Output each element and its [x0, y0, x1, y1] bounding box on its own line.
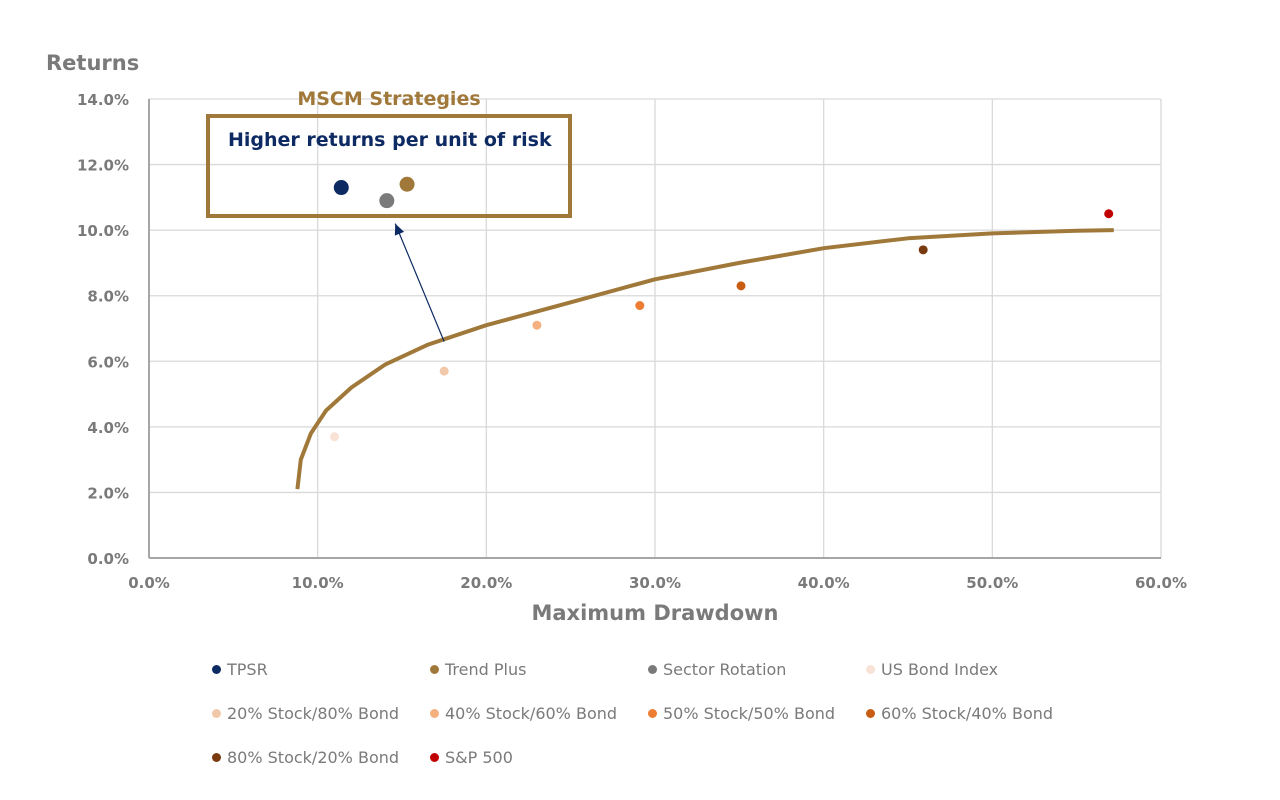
x-tick-label: 50.0%	[966, 574, 1018, 592]
legend-label: TPSR	[227, 660, 268, 679]
legend-item-60-stock-40-bond: 60% Stock/40% Bond	[866, 704, 1053, 723]
y-tick-label: 14.0%	[77, 91, 129, 109]
x-tick-label: 30.0%	[629, 574, 681, 592]
point-us-bond-index	[330, 432, 340, 442]
legend-marker	[212, 665, 221, 674]
legend-label: 50% Stock/50% Bond	[663, 704, 836, 723]
legend-label: 80% Stock/20% Bond	[227, 748, 400, 767]
y-tick-label: 6.0%	[87, 353, 129, 371]
legend-marker	[430, 665, 439, 674]
point-50-stock-50-bond	[635, 301, 645, 311]
x-tick-label: 0.0%	[128, 574, 170, 592]
y-tick-label: 10.0%	[77, 222, 129, 240]
legend-label: Trend Plus	[445, 660, 527, 679]
y-tick-label: 2.0%	[87, 484, 129, 502]
legend-marker	[212, 709, 221, 718]
y-tick-label: 8.0%	[87, 288, 129, 306]
x-tick-label: 40.0%	[798, 574, 850, 592]
x-tick-label: 10.0%	[292, 574, 344, 592]
legend-label: 20% Stock/80% Bond	[227, 704, 400, 723]
grid-lines	[149, 98, 1162, 558]
y-tick-label: 4.0%	[87, 419, 129, 437]
point-60-stock-40-bond	[736, 281, 746, 291]
legend-item-us-bond-index: US Bond Index	[866, 660, 998, 679]
legend-item-sector-rotation: Sector Rotation	[648, 660, 786, 679]
point-40-stock-60-bond	[532, 320, 542, 330]
point-tpsr	[333, 180, 349, 196]
point-80-stock-20-bond	[918, 245, 928, 255]
strategies-box-caption: Higher returns per unit of risk	[228, 129, 552, 151]
y-axis-title: Returns	[46, 51, 139, 75]
legend-marker	[866, 665, 875, 674]
legend-item-tpsr: TPSR	[212, 660, 268, 679]
annotation-layer: MSCM Strategies Higher returns per unit o…	[206, 88, 572, 342]
point-20-stock-80-bond	[439, 366, 449, 376]
legend-label: 60% Stock/40% Bond	[881, 704, 1054, 723]
strategies-box	[206, 114, 572, 218]
frontier-curve	[295, 228, 1114, 490]
legend-item-s-p-500: S&P 500	[430, 748, 513, 767]
legend-label: Sector Rotation	[663, 660, 787, 679]
legend-item-80-stock-20-bond: 80% Stock/20% Bond	[212, 748, 399, 767]
legend-label: 40% Stock/60% Bond	[445, 704, 618, 723]
point-sector-rotation	[379, 193, 395, 209]
annotation-arrow-line	[394, 223, 445, 342]
data-points	[330, 176, 1114, 442]
y-tick-label: 0.0%	[87, 550, 129, 568]
legend-marker	[430, 753, 439, 762]
legend-label: US Bond Index	[881, 660, 999, 679]
y-tick-label: 12.0%	[77, 157, 129, 175]
legend-item-40-stock-60-bond: 40% Stock/60% Bond	[430, 704, 617, 723]
x-axis-title: Maximum Drawdown	[531, 601, 778, 625]
point-trend-plus	[399, 176, 415, 192]
legend-item-50-stock-50-bond: 50% Stock/50% Bond	[648, 704, 835, 723]
legend-label: S&P 500	[445, 748, 513, 767]
legend-marker	[430, 709, 439, 718]
x-tick-label: 60.0%	[1135, 574, 1187, 592]
legend-marker	[648, 665, 657, 674]
frontier-curve-layer	[295, 228, 1114, 490]
annotation-arrow-head	[394, 223, 405, 236]
legend-item-trend-plus: Trend Plus	[430, 660, 526, 679]
legend-marker	[866, 709, 875, 718]
legend-marker	[212, 753, 221, 762]
legend-marker	[648, 709, 657, 718]
x-tick-label: 20.0%	[460, 574, 512, 592]
point-s-p-500	[1104, 209, 1114, 219]
legend-item-20-stock-80-bond: 20% Stock/80% Bond	[212, 704, 399, 723]
strategies-box-title: MSCM Strategies	[297, 88, 480, 110]
axes: 0.0% 2.0% 4.0% 6.0% 8.0% 10.0% 12.0% 14.0% 0.0% 1…	[77, 91, 1187, 592]
